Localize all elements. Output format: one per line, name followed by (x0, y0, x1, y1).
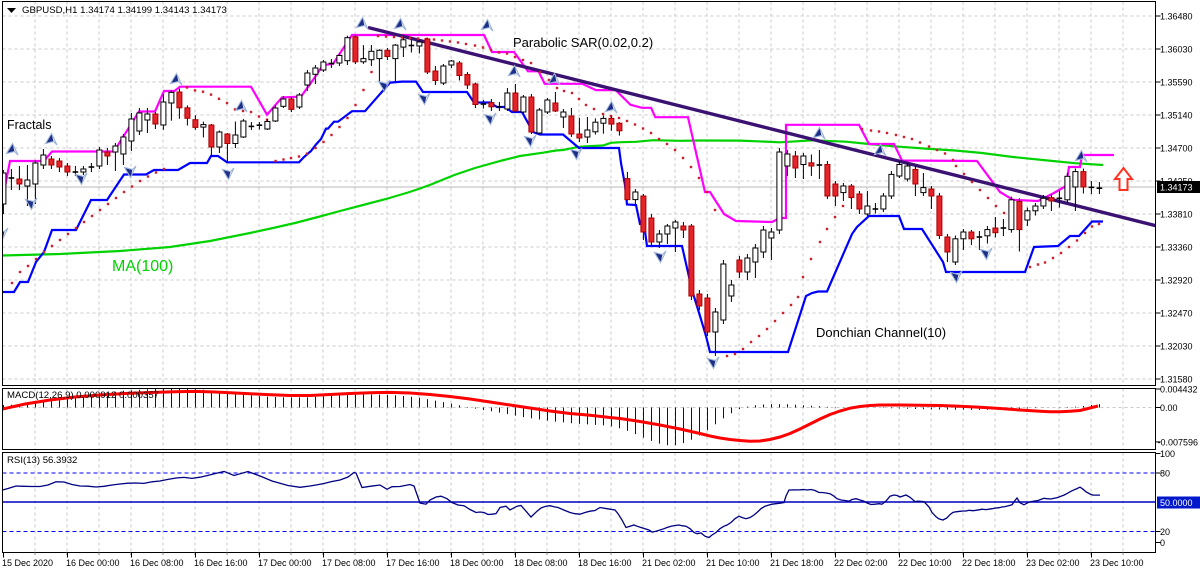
svg-text:1.34173: 1.34173 (1160, 183, 1193, 193)
svg-text:80: 80 (1160, 469, 1170, 479)
svg-text:16 Dec 08:00: 16 Dec 08:00 (130, 558, 184, 568)
svg-text:18 Dec 08:00: 18 Dec 08:00 (514, 558, 568, 568)
svg-text:21 Dec 18:00: 21 Dec 18:00 (770, 558, 824, 568)
svg-text:15 Dec 2020: 15 Dec 2020 (2, 558, 53, 568)
svg-text:17 Dec 00:00: 17 Dec 00:00 (258, 558, 312, 568)
svg-text:0: 0 (1160, 538, 1165, 548)
svg-text:Fractals: Fractals (7, 118, 51, 132)
svg-text:16 Dec 00:00: 16 Dec 00:00 (66, 558, 120, 568)
svg-text:22 Dec 10:00: 22 Dec 10:00 (898, 558, 952, 568)
svg-text:MA(100): MA(100) (112, 258, 173, 275)
svg-text:1.36480: 1.36480 (1160, 12, 1193, 22)
svg-text:1.34700: 1.34700 (1160, 144, 1193, 154)
svg-text:21 Dec 10:00: 21 Dec 10:00 (706, 558, 760, 568)
svg-text:0.00: 0.00 (1160, 403, 1178, 413)
svg-text:0.004432: 0.004432 (1160, 385, 1198, 395)
svg-text:-0.007596: -0.007596 (1158, 437, 1199, 447)
svg-text:1.32920: 1.32920 (1160, 276, 1193, 286)
svg-text:1.36030: 1.36030 (1160, 45, 1193, 55)
svg-text:1.35590: 1.35590 (1160, 78, 1193, 88)
svg-text:MACD(12,26,9) 0.000912 0.00035: MACD(12,26,9) 0.000912 0.000357 (7, 390, 159, 401)
svg-text:18 Dec 16:00: 18 Dec 16:00 (578, 558, 632, 568)
svg-text:100: 100 (1160, 449, 1175, 459)
svg-text:1.33810: 1.33810 (1160, 210, 1193, 220)
svg-text:22 Dec 02:00: 22 Dec 02:00 (834, 558, 888, 568)
svg-text:18 Dec 00:00: 18 Dec 00:00 (450, 558, 504, 568)
svg-text:17 Dec 08:00: 17 Dec 08:00 (322, 558, 376, 568)
svg-text:50.0000: 50.0000 (1160, 498, 1193, 508)
svg-text:21 Dec 02:00: 21 Dec 02:00 (642, 558, 696, 568)
svg-text:1.35140: 1.35140 (1160, 111, 1193, 121)
svg-text:16 Dec 16:00: 16 Dec 16:00 (194, 558, 248, 568)
svg-text:23 Dec 10:00: 23 Dec 10:00 (1090, 558, 1144, 568)
svg-text:1.33360: 1.33360 (1160, 243, 1193, 253)
svg-text:Parabolic SAR(0.02,0.2): Parabolic SAR(0.02,0.2) (513, 35, 653, 50)
svg-text:23 Dec 02:00: 23 Dec 02:00 (1026, 558, 1080, 568)
svg-text:RSI(13) 56.3932: RSI(13) 56.3932 (7, 455, 77, 466)
svg-text:1.31580: 1.31580 (1160, 375, 1193, 385)
svg-text:GBPUSD,H1 1.34174 1.34199 1.3: GBPUSD,H1 1.34174 1.34199 1.34143 1.3417… (22, 5, 227, 16)
svg-text:20: 20 (1160, 527, 1170, 537)
svg-text:Donchian Channel(10): Donchian Channel(10) (816, 325, 946, 340)
svg-text:22 Dec 18:00: 22 Dec 18:00 (962, 558, 1016, 568)
svg-text:1.32030: 1.32030 (1160, 342, 1193, 352)
svg-text:1.32470: 1.32470 (1160, 309, 1193, 319)
svg-text:17 Dec 16:00: 17 Dec 16:00 (386, 558, 440, 568)
